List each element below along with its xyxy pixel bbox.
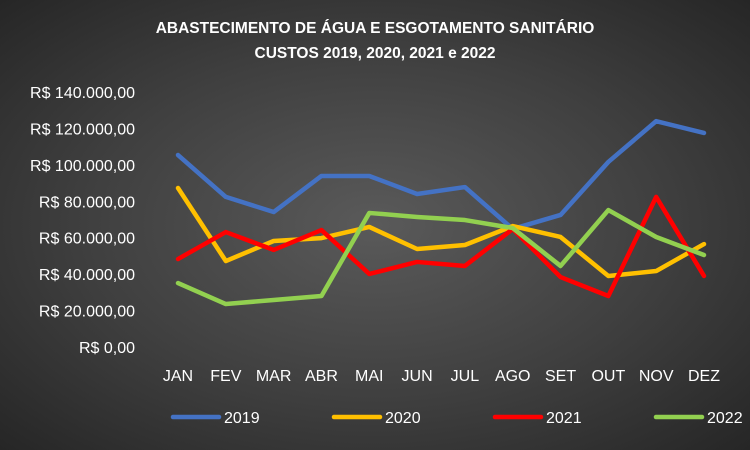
y-tick-label: R$ 40.000,00 [39,267,135,284]
x-tick-label: AGO [495,368,531,385]
x-tick-label: JAN [163,368,193,385]
x-tick-label: SET [545,368,576,385]
legend-label-2019: 2019 [224,410,260,427]
chart-subtitle: CUSTOS 2019, 2020, 2021 e 2022 [254,45,496,62]
x-tick-label: OUT [591,368,625,385]
series-line-2021 [175,194,707,299]
y-tick-label: R$ 120.000,00 [30,121,135,138]
y-tick-label: R$ 80.000,00 [39,194,135,211]
series-line-2022 [175,207,707,307]
x-tick-label: NOV [639,368,674,385]
x-tick-label: JUL [451,368,480,385]
y-tick-label: R$ 20.000,00 [39,304,135,321]
chart-title: ABASTECIMENTO DE ÁGUA E ESGOTAMENTO SANI… [155,20,595,37]
x-tick-label: MAI [355,368,383,385]
x-tick-label: JUN [402,368,433,385]
series-line-2019 [175,118,707,232]
x-tick-label: DEZ [688,368,720,385]
y-tick-label: R$ 100.000,00 [30,158,135,175]
x-tick-label: MAR [256,368,292,385]
y-tick-label: R$ 0,00 [79,340,135,357]
x-tick-label: FEV [210,368,241,385]
y-tick-label: R$ 60.000,00 [39,231,135,248]
legend-label-2022: 2022 [707,410,743,427]
y-tick-label: R$ 140.000,00 [30,85,135,102]
x-tick-label: ABR [305,368,338,385]
legend-label-2021: 2021 [546,410,582,427]
legend-label-2020: 2020 [385,410,421,427]
